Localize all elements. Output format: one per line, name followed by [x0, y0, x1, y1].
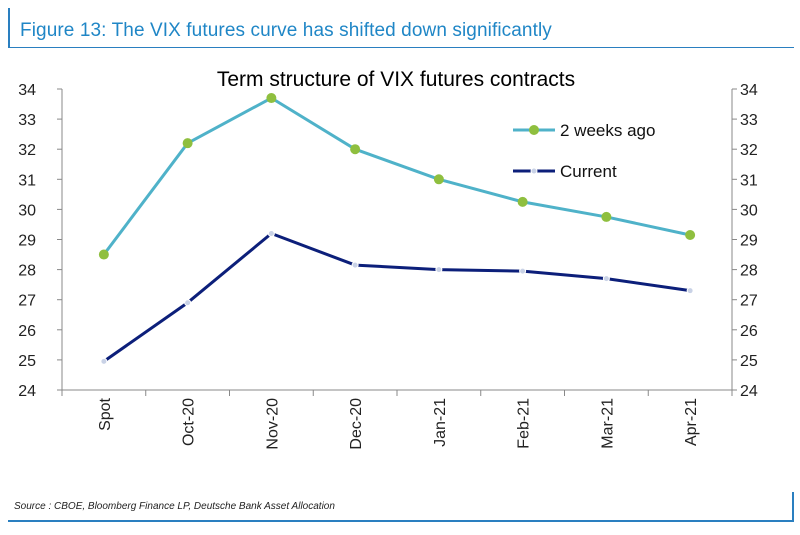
- series-2-weeks-ago-line: [102, 96, 691, 256]
- x-tick-label: Apr-21: [683, 398, 700, 446]
- y-tick-label-right: 31: [740, 172, 758, 189]
- series-current-point: [184, 299, 192, 307]
- series-current-line: [103, 231, 691, 363]
- y-tick-label-right: 34: [740, 82, 758, 99]
- y-tick-label-left: 31: [18, 172, 36, 189]
- x-tick-label: Nov-20: [264, 398, 281, 450]
- y-tick-label-left: 33: [18, 112, 36, 129]
- legend: 2 weeks ago Current: [513, 121, 655, 181]
- x-tick-label: Oct-20: [181, 398, 198, 446]
- legend-label-series-current: Current: [560, 162, 617, 181]
- y-tick-label-left: 30: [18, 202, 36, 219]
- series-2-weeks-ago-point: [182, 138, 193, 149]
- series-current-point: [519, 267, 527, 275]
- y-tick-label-right: 27: [740, 293, 758, 310]
- series-current-point: [351, 261, 359, 269]
- y-tick-label-left: 32: [18, 142, 36, 159]
- x-tick-label: Feb-21: [516, 398, 533, 449]
- series-2-weeks-ago-point: [517, 196, 528, 207]
- series-2-weeks-ago-point: [601, 211, 612, 222]
- series-lines: [98, 93, 696, 365]
- y-tick-label-right: 24: [740, 383, 758, 400]
- y-tick-label-right: 28: [740, 263, 758, 280]
- series-current-point: [602, 275, 610, 283]
- series-2-weeks-ago-point: [266, 93, 277, 104]
- source-bar: Source : CBOE, Bloomberg Finance LP, Deu…: [8, 492, 794, 522]
- figure-title: Figure 13: The VIX futures curve has shi…: [20, 20, 552, 41]
- y-tick-label-right: 25: [740, 353, 758, 370]
- legend-marker-series-2-weeks-ago: [529, 125, 539, 135]
- x-tick-label: Dec-20: [348, 398, 365, 450]
- x-tick-label: Spot: [97, 397, 114, 430]
- legend-marker-series-current: [530, 167, 538, 175]
- x-tick-label: Jan-21: [432, 398, 449, 447]
- y-tick-label-left: 28: [18, 263, 36, 280]
- series-2-weeks-ago-point: [98, 249, 109, 260]
- y-tick-label-right: 30: [740, 202, 758, 219]
- x-tick-label: Mar-21: [599, 398, 616, 449]
- series-current-point: [435, 266, 443, 274]
- series-current-point: [267, 229, 275, 237]
- y-tick-label-right: 29: [740, 233, 758, 250]
- y-tick-label-right: 32: [740, 142, 758, 159]
- series-2-weeks-ago-point: [433, 174, 444, 185]
- y-tick-label-left: 25: [18, 353, 36, 370]
- series-2-weeks-ago-point: [685, 229, 696, 240]
- y-tick-label-left: 24: [18, 383, 36, 400]
- legend-label-series-2-weeks-ago: 2 weeks ago: [560, 121, 655, 140]
- axes: 24 25 26 27 28 29 30 31 32 33 34 24 25 26 27 28 29 30 31 32…: [18, 82, 758, 450]
- series-current-point: [100, 357, 108, 365]
- y-tick-label-left: 27: [18, 293, 36, 310]
- series-current-point: [686, 287, 694, 295]
- figure-title-bar: Figure 13: The VIX futures curve has shi…: [8, 8, 794, 48]
- y-tick-label-right: 26: [740, 323, 758, 340]
- source-note: Source : CBOE, Bloomberg Finance LP, Deu…: [14, 501, 335, 512]
- series-2-weeks-ago-point: [350, 144, 361, 155]
- y-tick-label-left: 29: [18, 233, 36, 250]
- y-tick-label-left: 34: [18, 82, 36, 99]
- chart-title: Term structure of VIX futures contracts: [217, 68, 575, 91]
- y-tick-label-right: 33: [740, 112, 758, 129]
- y-tick-label-left: 26: [18, 323, 36, 340]
